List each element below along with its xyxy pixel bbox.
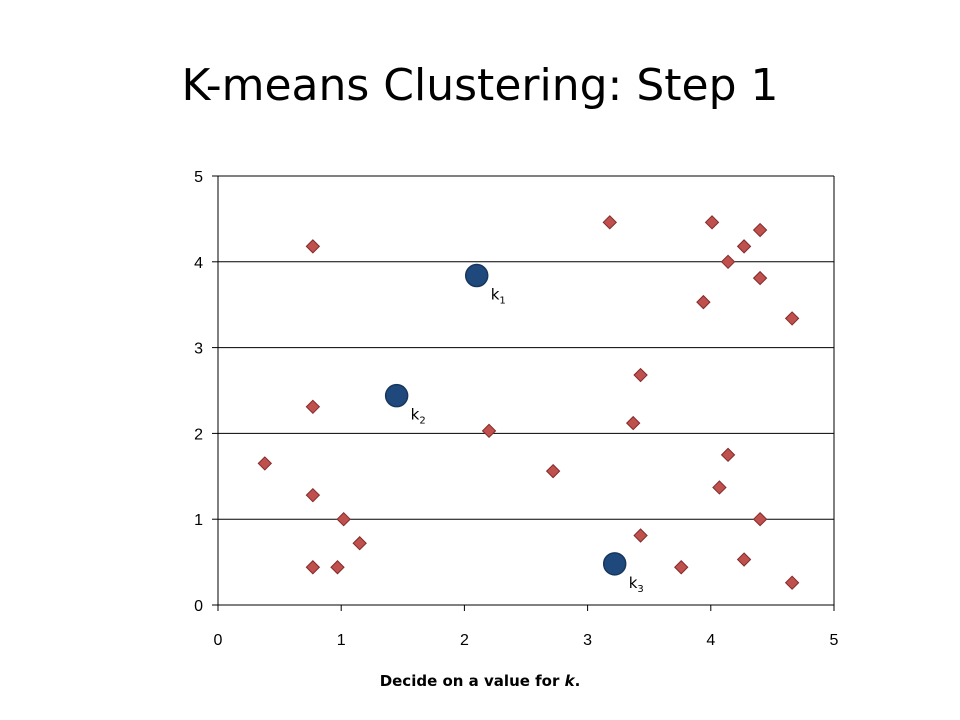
data-point [712, 480, 727, 495]
data-point [352, 536, 367, 551]
x-tick-label: 2 [460, 632, 469, 649]
data-point [784, 575, 800, 590]
data-point [305, 399, 321, 415]
y-tick-label: 3 [194, 341, 203, 358]
data-point [633, 528, 648, 543]
data-point [305, 487, 321, 503]
y-tick-label: 0 [194, 598, 203, 615]
y-tick-label: 4 [194, 255, 203, 272]
data-point [257, 456, 273, 471]
data-point [736, 552, 752, 567]
data-point [752, 511, 768, 527]
data-point [752, 270, 768, 286]
data-point [305, 239, 321, 254]
data-point [784, 311, 800, 326]
centroid-label: k3 [629, 574, 644, 595]
caption-period: . [574, 672, 581, 690]
data-point [336, 511, 351, 527]
gridlines [218, 175, 834, 520]
data-points [257, 215, 800, 590]
centroid-marker [464, 263, 489, 288]
data-point [720, 447, 736, 463]
data-point [720, 254, 736, 270]
centroids: k1 k2 k3 [384, 263, 644, 595]
data-point [633, 367, 648, 383]
axes [212, 175, 835, 611]
slide-title: K-means Clustering: Step 1 [181, 60, 779, 111]
data-point [704, 215, 720, 230]
centroid-marker [384, 383, 409, 408]
centroid-label: k1 [491, 286, 506, 307]
caption-variable: k [564, 672, 575, 690]
y-tick-label: 1 [194, 512, 203, 529]
tick-labels: 0 1 2 3 4 5 0 1 2 3 4 5 [194, 169, 838, 649]
x-tick-label: 0 [214, 632, 223, 649]
data-point [625, 415, 641, 431]
data-point [330, 560, 345, 575]
caption-text: Decide on a value for [379, 672, 565, 690]
y-tick-label: 5 [194, 169, 203, 186]
data-point [602, 215, 617, 230]
data-point [674, 560, 689, 575]
data-point [481, 423, 497, 439]
slide-caption: Decide on a value for k. [0, 672, 960, 690]
x-tick-label: 5 [830, 632, 839, 649]
data-point [752, 222, 768, 238]
data-point [696, 294, 711, 310]
x-tick-label: 3 [583, 632, 592, 649]
y-tick-label: 2 [194, 426, 203, 443]
centroid-label: k2 [411, 406, 426, 427]
x-tick-label: 4 [706, 632, 715, 649]
data-point [305, 560, 321, 575]
data-point [545, 463, 561, 479]
data-point [736, 239, 752, 254]
x-tick-label: 1 [337, 632, 346, 649]
centroid-marker [602, 552, 627, 576]
